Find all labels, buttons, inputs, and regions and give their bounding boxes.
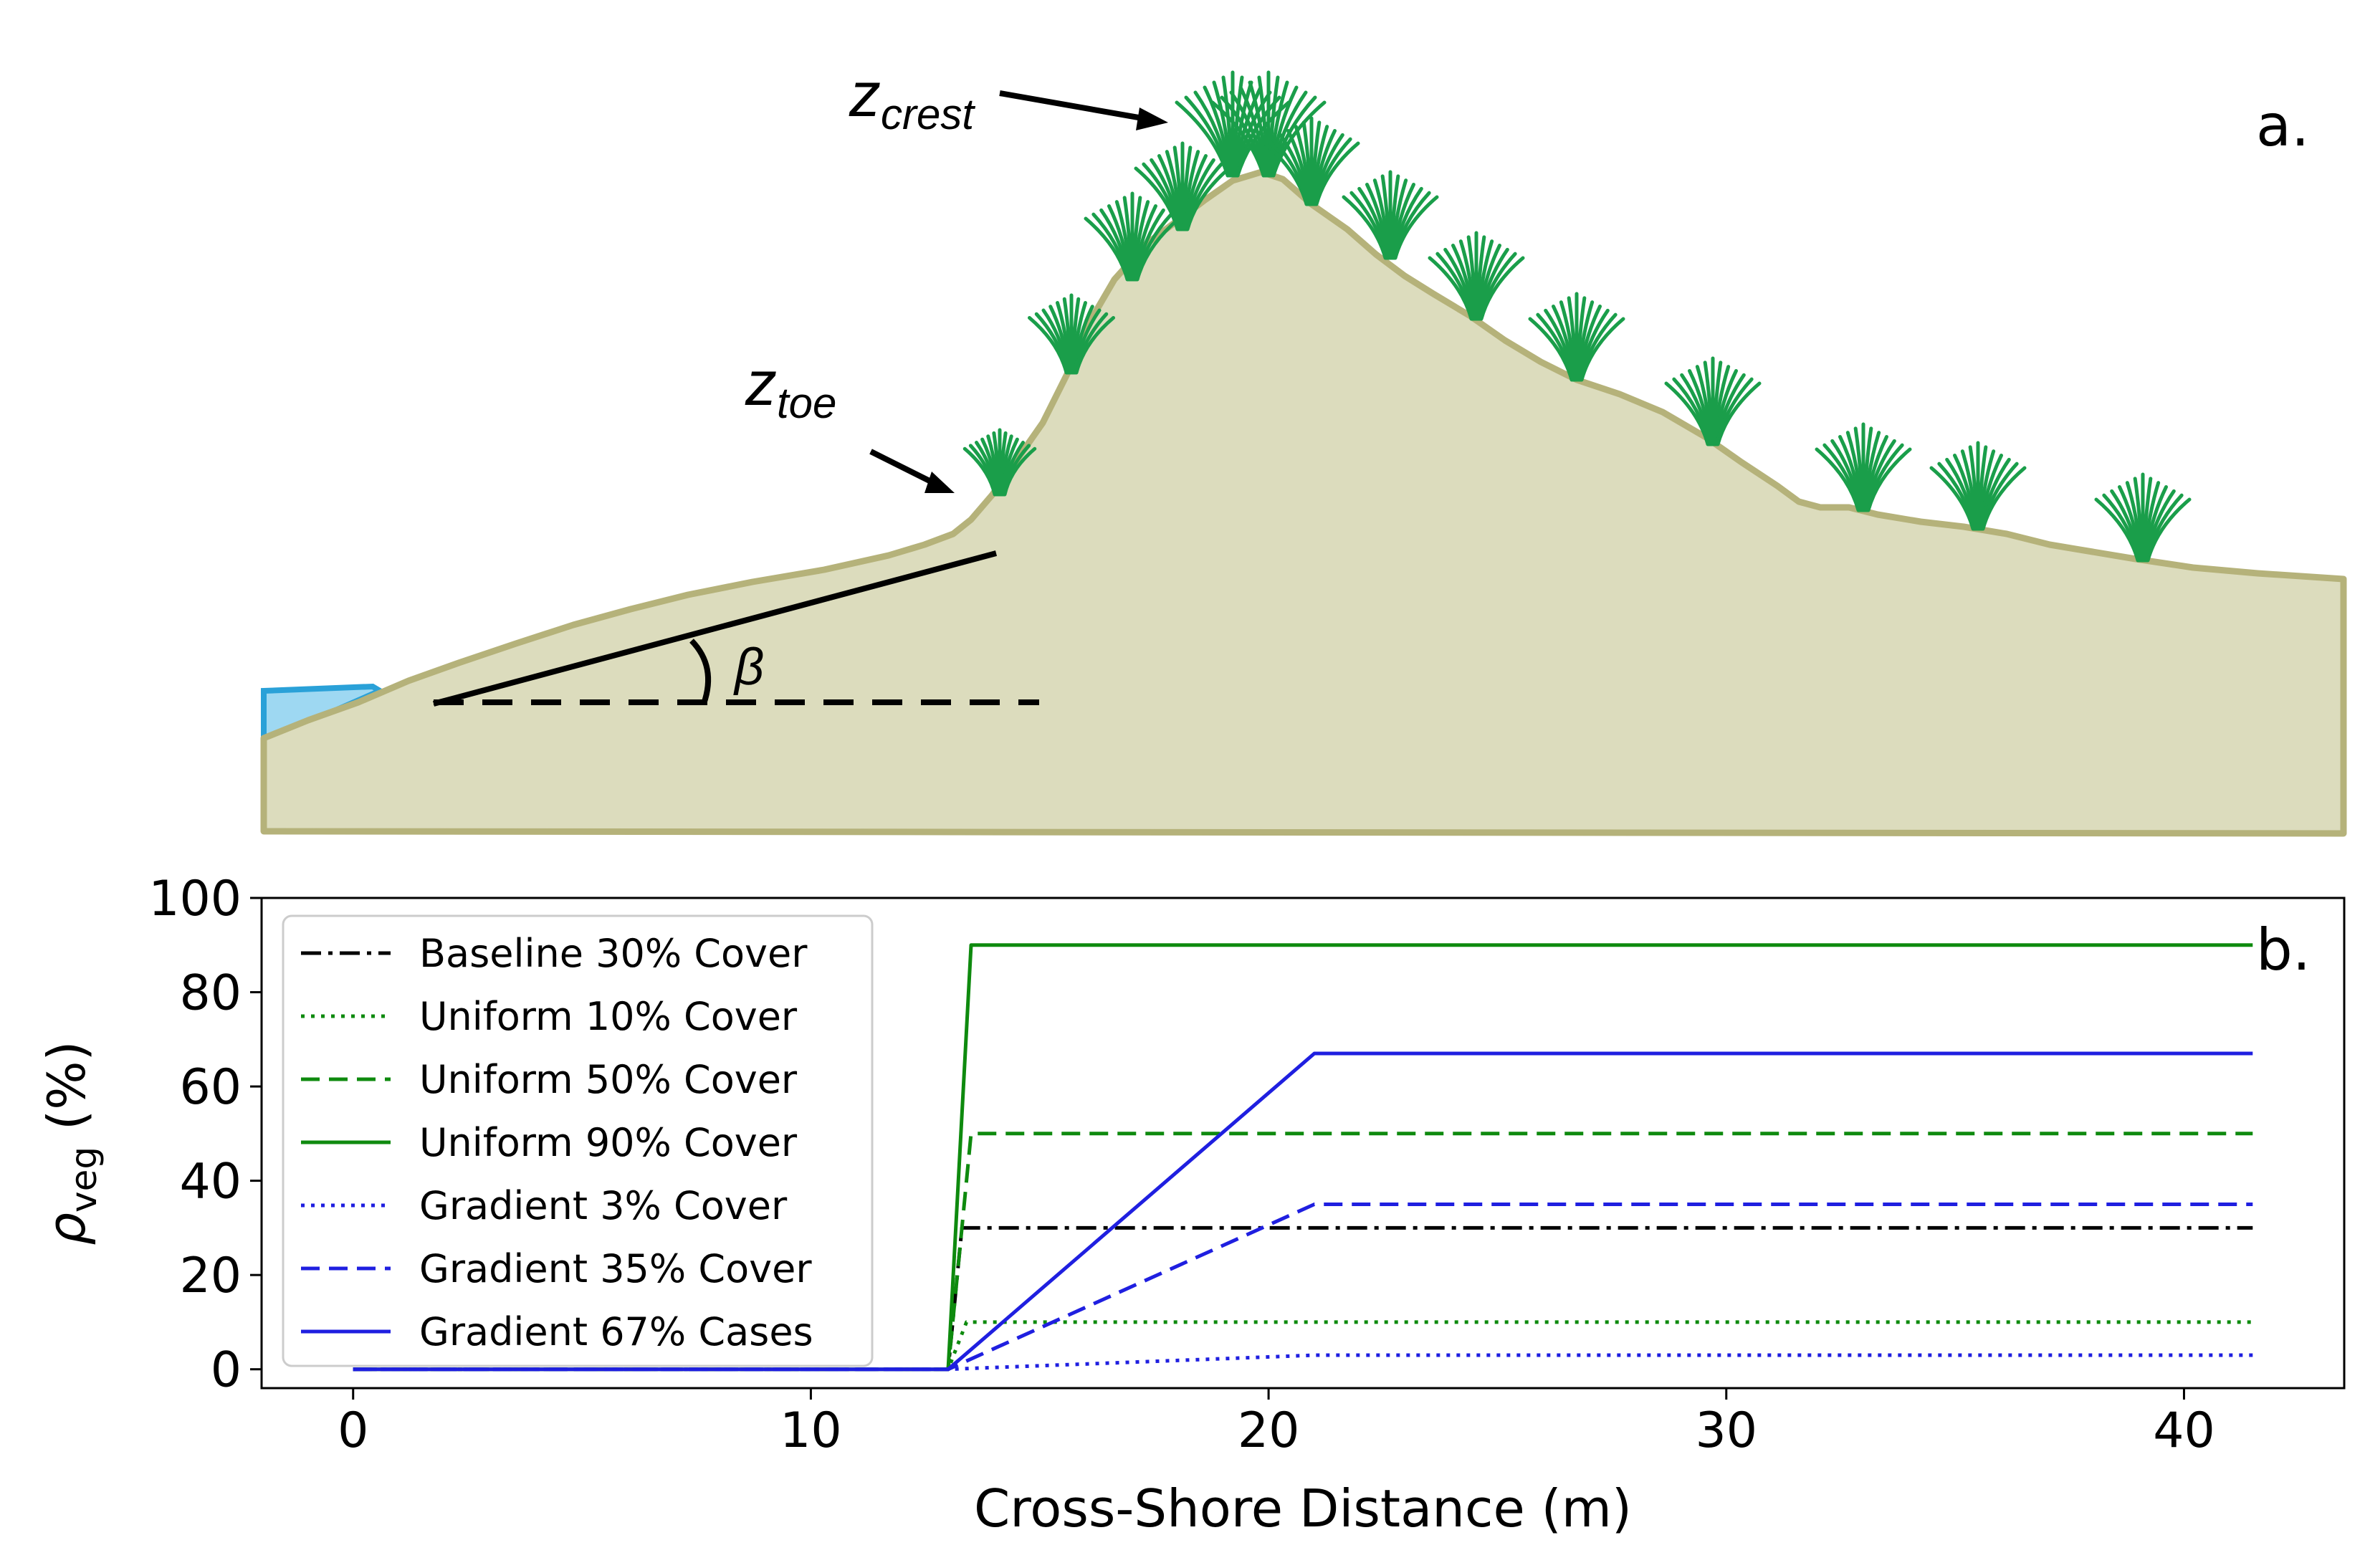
x-axis-label: Cross-Shore Distance (m) (974, 1478, 1632, 1539)
legend-label: Gradient 35% Cover (419, 1246, 812, 1291)
plot-area-frame (260, 897, 2346, 1390)
panel-a-label: a. (2256, 92, 2309, 159)
x-tick-label: 0 (338, 1402, 368, 1459)
series-line-gradient-67-cases (353, 1051, 2253, 1372)
x-tick-label: 30 (1696, 1402, 1758, 1459)
panel-b-label: b. (2256, 917, 2311, 983)
crest-arrow-head (1136, 107, 1168, 130)
axes: 0 10 20 30 40 0 20 40 60 80 100 (148, 871, 2215, 1459)
grass-tuft (1134, 141, 1231, 231)
grass-tuft (1929, 441, 2027, 531)
y-tick-label: 40 (179, 1154, 242, 1210)
slope-angle-label: β (733, 639, 764, 696)
legend-label: Uniform 90% Cover (419, 1120, 798, 1165)
x-tick-label: 20 (1238, 1402, 1300, 1459)
grass-tuft (1664, 356, 1762, 446)
grass-tuft (1815, 422, 1912, 512)
dune-profile (260, 168, 2347, 837)
y-tick-label: 60 (179, 1059, 242, 1116)
x-tick-label: 40 (2153, 1402, 2215, 1459)
y-tick-label: 0 (211, 1342, 242, 1399)
grass-tuft (1263, 116, 1360, 206)
grass-tuft (1028, 293, 1115, 375)
grass-tuft (1428, 231, 1525, 321)
grass-tuft (2094, 472, 2192, 563)
y-tick-label: 100 (148, 871, 242, 927)
legend: Baseline 30% Cover Uniform 10% Cover Unifo… (282, 914, 874, 1367)
legend-label: Baseline 30% Cover (419, 931, 808, 976)
toe-label: ztoe (745, 348, 836, 427)
legend-label: Gradient 67% Cases (419, 1309, 813, 1354)
vegetation-density-chart: 0 10 20 30 40 0 20 40 60 80 100 Cross-Shore Distan… (37, 871, 2346, 1539)
slope-angle-arc (689, 639, 712, 705)
series-line-baseline-30-cover (353, 1225, 2253, 1372)
y-tick-label: 80 (179, 965, 242, 1022)
grass-tufts (962, 70, 2192, 563)
y-axis-label: ρveg (%) (37, 1041, 105, 1245)
crest-label: zcrest (849, 59, 975, 138)
dune-schematic: β zcrest ztoe a. (260, 59, 2347, 837)
crest-arrow (999, 90, 1147, 122)
legend-label: Uniform 10% Cover (419, 994, 798, 1039)
grass-tuft (962, 428, 1037, 497)
grass-tuft (1342, 170, 1439, 260)
series-layer (353, 943, 2253, 1372)
grass-tuft (1528, 292, 1625, 382)
y-tick-label: 20 (179, 1248, 242, 1304)
legend-label: Uniform 50% Cover (419, 1057, 798, 1102)
grass-tuft (1084, 191, 1181, 282)
grass-tuft (1210, 70, 1327, 178)
slope-line (432, 550, 998, 707)
legend-label: Gradient 3% Cover (419, 1183, 788, 1228)
legend-box (282, 914, 874, 1367)
toe-arrow (869, 449, 937, 487)
x-tick-label: 10 (780, 1402, 842, 1459)
toe-arrow-head (924, 472, 955, 493)
